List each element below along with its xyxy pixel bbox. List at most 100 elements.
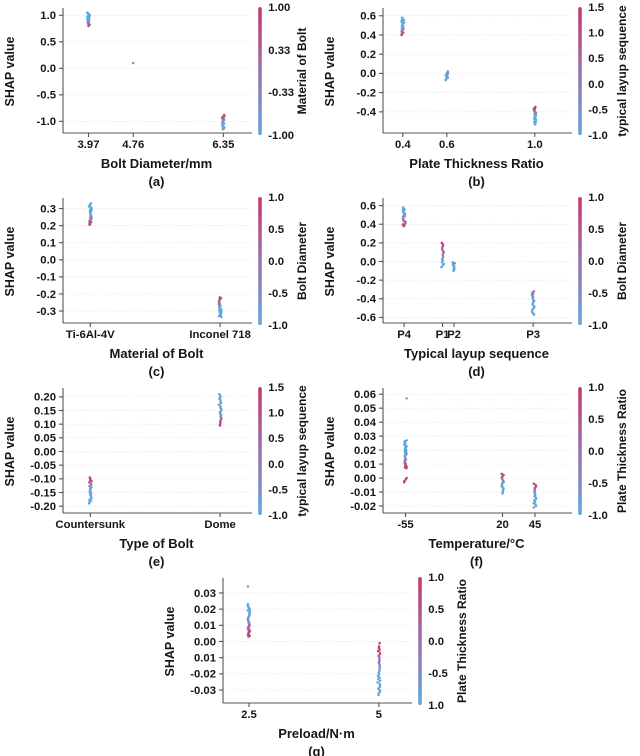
svg-text:-0.5: -0.5 bbox=[268, 288, 287, 300]
svg-text:Type of Bolt: Type of Bolt bbox=[119, 536, 194, 551]
svg-text:-1.0: -1.0 bbox=[588, 510, 607, 522]
svg-text:0.5: 0.5 bbox=[268, 224, 284, 236]
svg-text:2.5: 2.5 bbox=[241, 709, 257, 721]
svg-text:(a): (a) bbox=[149, 174, 165, 189]
svg-text:typical layup sequence: typical layup sequence bbox=[295, 385, 309, 517]
svg-text:Plate Thickness Ratio: Plate Thickness Ratio bbox=[455, 579, 469, 703]
svg-text:SHAP value: SHAP value bbox=[323, 416, 337, 486]
svg-text:0.01: 0.01 bbox=[194, 620, 216, 632]
svg-text:-0.5: -0.5 bbox=[588, 478, 607, 490]
svg-text:0.5: 0.5 bbox=[268, 433, 284, 445]
svg-text:-1.0: -1.0 bbox=[588, 320, 607, 332]
svg-text:-0.01: -0.01 bbox=[350, 487, 376, 499]
svg-text:0.00: 0.00 bbox=[354, 473, 376, 485]
svg-text:P3: P3 bbox=[526, 329, 540, 341]
svg-text:1.0: 1.0 bbox=[527, 139, 543, 151]
svg-text:Material of Bolt: Material of Bolt bbox=[295, 28, 309, 115]
svg-text:-55: -55 bbox=[397, 519, 413, 531]
svg-text:0.0: 0.0 bbox=[588, 79, 604, 91]
svg-text:0.0: 0.0 bbox=[268, 459, 284, 471]
svg-text:1.0: 1.0 bbox=[40, 10, 56, 22]
svg-text:(e): (e) bbox=[149, 554, 165, 569]
svg-text:-1.0: -1.0 bbox=[268, 320, 287, 332]
svg-text:SHAP value: SHAP value bbox=[3, 226, 17, 296]
svg-text:0.02: 0.02 bbox=[194, 604, 216, 616]
svg-text:SHAP value: SHAP value bbox=[163, 606, 177, 676]
svg-text:-0.3: -0.3 bbox=[37, 306, 56, 318]
svg-text:0.5: 0.5 bbox=[588, 53, 604, 65]
svg-text:(d): (d) bbox=[468, 364, 485, 379]
svg-text:-0.6: -0.6 bbox=[357, 312, 376, 324]
svg-text:-1.0: -1.0 bbox=[37, 116, 56, 128]
svg-text:-0.4: -0.4 bbox=[357, 107, 377, 119]
svg-text:0.5: 0.5 bbox=[40, 37, 56, 49]
svg-text:1.00: 1.00 bbox=[268, 2, 290, 14]
svg-text:-1.00: -1.00 bbox=[268, 130, 294, 142]
svg-text:6.35: 6.35 bbox=[212, 139, 234, 151]
svg-text:0.6: 0.6 bbox=[360, 11, 376, 23]
svg-text:-0.33: -0.33 bbox=[268, 87, 294, 99]
svg-text:1.5: 1.5 bbox=[588, 2, 604, 14]
svg-text:-0.5: -0.5 bbox=[268, 484, 287, 496]
svg-text:0.03: 0.03 bbox=[194, 588, 216, 600]
svg-text:-0.1: -0.1 bbox=[37, 272, 56, 284]
svg-text:-0.5: -0.5 bbox=[428, 668, 447, 680]
svg-text:0.15: 0.15 bbox=[34, 405, 56, 417]
svg-text:-0.2: -0.2 bbox=[357, 275, 376, 287]
svg-text:-0.2: -0.2 bbox=[357, 87, 376, 99]
svg-text:Bolt Diameter: Bolt Diameter bbox=[615, 222, 629, 300]
svg-text:20: 20 bbox=[496, 519, 509, 531]
svg-text:0.01: 0.01 bbox=[194, 652, 216, 664]
svg-text:0.3: 0.3 bbox=[40, 203, 56, 215]
svg-text:Bolt Diameter/mm: Bolt Diameter/mm bbox=[101, 156, 212, 171]
svg-text:0.05: 0.05 bbox=[34, 433, 56, 445]
svg-text:Inconel 718: Inconel 718 bbox=[189, 329, 251, 341]
svg-text:Plate Thickness Ratio: Plate Thickness Ratio bbox=[409, 156, 543, 171]
svg-text:-0.10: -0.10 bbox=[30, 474, 56, 486]
svg-text:-0.20: -0.20 bbox=[30, 501, 56, 513]
svg-text:-0.4: -0.4 bbox=[357, 294, 377, 306]
svg-text:Typical layup sequence: Typical layup sequence bbox=[404, 346, 549, 361]
svg-text:0.02: 0.02 bbox=[354, 445, 376, 457]
svg-text:0.4: 0.4 bbox=[360, 219, 376, 231]
svg-text:0.03: 0.03 bbox=[354, 431, 376, 443]
svg-text:0.0: 0.0 bbox=[360, 68, 376, 80]
svg-text:P4: P4 bbox=[397, 329, 412, 341]
svg-text:-0.5: -0.5 bbox=[588, 104, 607, 116]
svg-text:(b): (b) bbox=[468, 174, 485, 189]
svg-text:-0.2: -0.2 bbox=[37, 289, 56, 301]
svg-text:0.00: 0.00 bbox=[34, 446, 56, 458]
svg-text:0.04: 0.04 bbox=[354, 417, 377, 429]
svg-text:0.10: 0.10 bbox=[34, 419, 56, 431]
svg-text:0.4: 0.4 bbox=[395, 139, 411, 151]
svg-text:0.1: 0.1 bbox=[40, 238, 56, 250]
svg-text:-0.15: -0.15 bbox=[30, 487, 56, 499]
svg-text:SHAP value: SHAP value bbox=[323, 226, 337, 296]
svg-text:1.0: 1.0 bbox=[588, 382, 604, 394]
svg-text:45: 45 bbox=[529, 519, 542, 531]
svg-text:0.0: 0.0 bbox=[40, 255, 56, 267]
svg-text:0.5: 0.5 bbox=[588, 224, 604, 236]
svg-text:0.33: 0.33 bbox=[268, 45, 290, 57]
svg-text:5: 5 bbox=[376, 709, 382, 721]
svg-text:SHAP value: SHAP value bbox=[323, 36, 337, 106]
svg-text:0.0: 0.0 bbox=[40, 63, 56, 75]
svg-text:Countersunk: Countersunk bbox=[55, 519, 125, 531]
svg-text:SHAP value: SHAP value bbox=[3, 416, 17, 486]
svg-text:Dome: Dome bbox=[204, 519, 235, 531]
svg-text:0.6: 0.6 bbox=[439, 139, 455, 151]
svg-text:(c): (c) bbox=[149, 364, 165, 379]
svg-text:P2: P2 bbox=[447, 329, 461, 341]
svg-text:0.06: 0.06 bbox=[354, 389, 376, 401]
svg-text:SHAP value: SHAP value bbox=[3, 36, 17, 106]
svg-text:0.5: 0.5 bbox=[588, 414, 604, 426]
svg-text:3.97: 3.97 bbox=[78, 139, 100, 151]
svg-text:0.05: 0.05 bbox=[354, 403, 376, 415]
svg-text:-0.02: -0.02 bbox=[190, 669, 216, 681]
svg-text:1.0: 1.0 bbox=[428, 572, 444, 584]
svg-text:0.2: 0.2 bbox=[40, 220, 56, 232]
svg-text:typical layup sequence: typical layup sequence bbox=[615, 5, 629, 137]
svg-text:0.0: 0.0 bbox=[588, 446, 604, 458]
svg-text:1.5: 1.5 bbox=[268, 382, 284, 394]
svg-text:-0.5: -0.5 bbox=[588, 288, 607, 300]
